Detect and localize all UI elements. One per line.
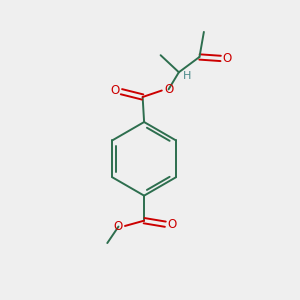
Text: O: O — [164, 83, 173, 96]
Text: O: O — [223, 52, 232, 65]
Text: O: O — [114, 220, 123, 233]
Text: O: O — [110, 84, 120, 97]
Text: H: H — [183, 71, 191, 81]
Text: O: O — [167, 218, 176, 231]
